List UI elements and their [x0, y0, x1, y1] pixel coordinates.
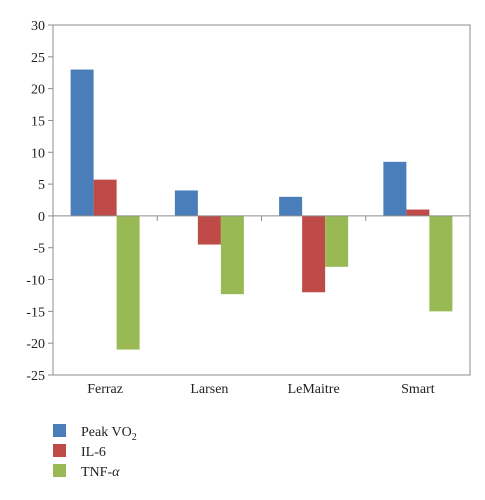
y-tick-label: 15 — [31, 114, 45, 129]
plot-area-border — [52, 24, 471, 376]
y-tick-label: 10 — [31, 146, 45, 161]
bar-ferraz-series-2 — [93, 179, 117, 216]
bars — [70, 69, 453, 350]
legend: Peak VO2 IL-6 TNF-α — [53, 424, 137, 480]
bar-lemaitre-series-3 — [325, 215, 349, 267]
y-tick-label: 5 — [38, 178, 45, 193]
category-label: Smart — [401, 382, 435, 397]
bar-larsen-series-1 — [174, 190, 198, 216]
bar-smart-series-2 — [406, 209, 430, 216]
y-axis: 30 25 20 15 10 5 0 -5 -10 -15 -20 -25 — [26, 19, 53, 384]
bar-ferraz-series-3 — [116, 215, 140, 350]
y-tick-label: -15 — [26, 305, 45, 320]
legend-label-series-3: TNF-α — [81, 465, 120, 480]
bar-lemaitre-series-2 — [302, 215, 326, 293]
y-tick-label: 30 — [31, 19, 45, 34]
bar-larsen-series-2 — [197, 215, 221, 245]
bar-smart-series-3 — [429, 215, 453, 312]
legend-swatch-series-2 — [53, 444, 66, 457]
legend-swatch-series-3 — [53, 464, 66, 477]
category-label: Larsen — [190, 382, 228, 397]
category-label: Ferraz — [87, 382, 123, 397]
category-label: LeMaitre — [288, 382, 340, 397]
y-tick-label: -20 — [26, 337, 45, 352]
y-tick-label: 20 — [31, 83, 45, 98]
y-tick-label: -5 — [33, 242, 45, 257]
bar-lemaitre-series-1 — [279, 196, 303, 216]
plot-frame — [52, 24, 471, 376]
legend-label-series-1: Peak VO2 — [81, 425, 137, 443]
y-tick-label: -10 — [26, 274, 45, 289]
legend-swatch-series-1 — [53, 424, 66, 437]
x-axis: Ferraz Larsen LeMaitre Smart — [52, 215, 471, 397]
y-tick-label: -25 — [26, 369, 45, 384]
y-tick-label: 0 — [38, 210, 45, 225]
bar-larsen-series-3 — [220, 215, 244, 295]
y-tick-label: 25 — [31, 51, 45, 66]
legend-label-series-2: IL-6 — [81, 445, 106, 460]
bar-ferraz-series-1 — [70, 69, 94, 216]
bar-smart-series-1 — [383, 161, 407, 216]
